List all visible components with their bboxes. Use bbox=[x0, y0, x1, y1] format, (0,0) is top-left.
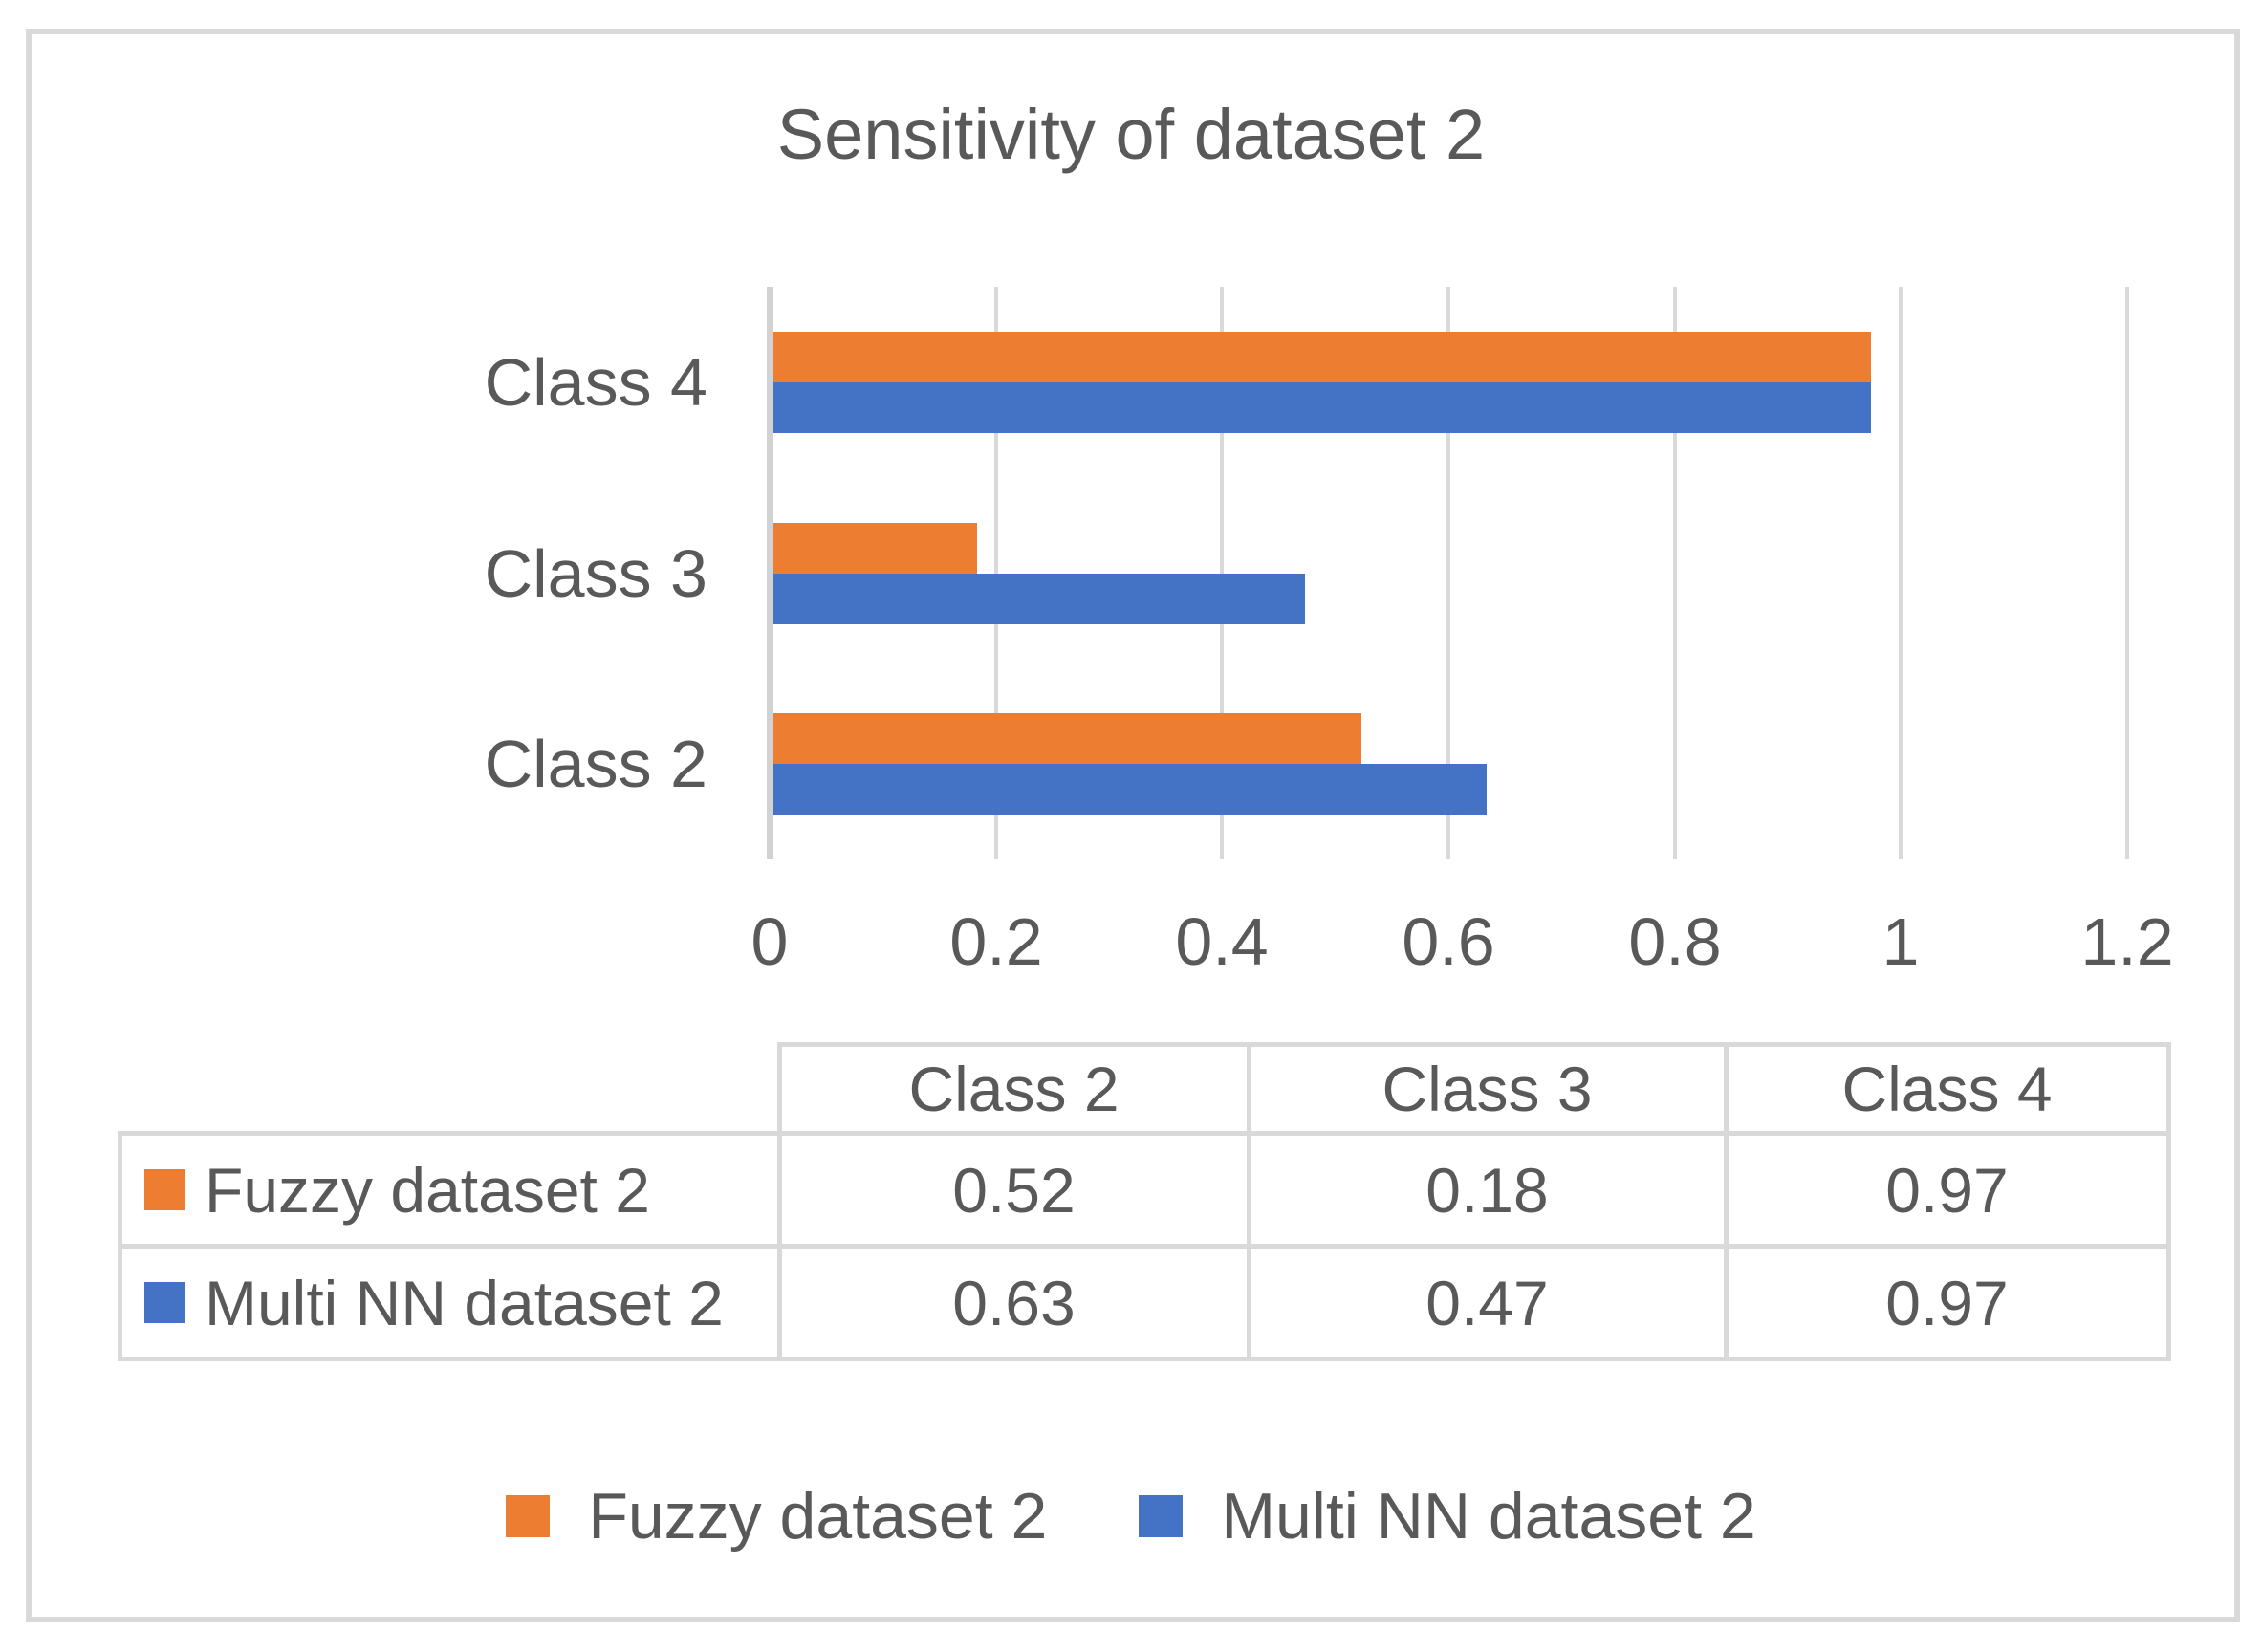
bar-fuzzy-dataset-2-class-2 bbox=[773, 713, 1361, 764]
legend-label-fuzzy-dataset-2: Fuzzy dataset 2 bbox=[588, 1480, 1048, 1553]
table-row-fuzzy-dataset-2: Fuzzy dataset 2 0.52 0.18 0.97 bbox=[118, 1131, 2171, 1249]
series-swatch-multi-nn-dataset-2 bbox=[144, 1282, 185, 1323]
table-value-multi-nn-dataset-2-class-3: 0.47 bbox=[1246, 1244, 1729, 1361]
legend-label-multi-nn-dataset-2: Multi NN dataset 2 bbox=[1221, 1480, 1756, 1553]
table-header-row: Class 2 Class 3 Class 4 bbox=[120, 1042, 2171, 1136]
gridline-0-6 bbox=[1446, 287, 1450, 859]
gridline-0-8 bbox=[1672, 287, 1677, 859]
bar-multi-nn-dataset-2-class-2 bbox=[773, 764, 1487, 815]
table-header-class-4: Class 4 bbox=[1723, 1042, 2171, 1136]
legend-item-multi-nn-dataset-2: Multi NN dataset 2 bbox=[1139, 1474, 1756, 1558]
table-header-class-2: Class 2 bbox=[776, 1042, 1251, 1136]
chart-data-table: Class 2 Class 3 Class 4 Fuzzy dataset 2 0.52… bbox=[118, 1042, 2171, 1361]
x-tick-label-1: 1 bbox=[1881, 904, 1920, 979]
bar-multi-nn-dataset-2-class-3 bbox=[773, 574, 1305, 624]
table-row-multi-nn-dataset-2: Multi NN dataset 2 0.63 0.47 0.97 bbox=[118, 1244, 2171, 1361]
category-label-class-4: Class 4 bbox=[484, 345, 707, 420]
table-header-class-3: Class 3 bbox=[1246, 1042, 1729, 1136]
gridline-1-2 bbox=[2125, 287, 2129, 859]
gridline-0-4 bbox=[1220, 287, 1225, 859]
chart-title: Sensitivity of dataset 2 bbox=[776, 95, 1486, 174]
legend-swatch-multi-nn-dataset-2 bbox=[1139, 1495, 1184, 1537]
table-value-multi-nn-dataset-2-class-2: 0.63 bbox=[776, 1244, 1251, 1361]
table-corner-cell bbox=[120, 1044, 782, 1136]
table-value-fuzzy-dataset-2-class-4: 0.97 bbox=[1723, 1131, 2171, 1249]
plot-area bbox=[767, 287, 2129, 859]
table-value-fuzzy-dataset-2-class-3: 0.18 bbox=[1246, 1131, 1729, 1249]
bar-fuzzy-dataset-2-class-3 bbox=[773, 523, 977, 574]
legend-item-fuzzy-dataset-2: Fuzzy dataset 2 bbox=[506, 1474, 1047, 1558]
table-value-multi-nn-dataset-2-class-4: 0.97 bbox=[1723, 1244, 2171, 1361]
legend-swatch-fuzzy-dataset-2 bbox=[506, 1495, 551, 1537]
x-tick-label-1-2: 1.2 bbox=[2080, 904, 2174, 979]
bar-multi-nn-dataset-2-class-4 bbox=[773, 382, 1871, 433]
x-tick-label-0: 0 bbox=[750, 904, 789, 979]
table-row-label-wrap: Multi NN dataset 2 bbox=[122, 1267, 777, 1339]
bar-fuzzy-dataset-2-class-4 bbox=[773, 332, 1871, 382]
chart-legend: Fuzzy dataset 2 Multi NN dataset 2 bbox=[0, 1474, 2262, 1558]
series-name-text: Multi NN dataset 2 bbox=[205, 1267, 724, 1338]
x-tick-label-0-6: 0.6 bbox=[1402, 904, 1495, 979]
x-tick-label-0-2: 0.2 bbox=[949, 904, 1043, 979]
table-row-label-multi-nn-dataset-2: Multi NN dataset 2 bbox=[118, 1244, 782, 1361]
series-name-text: Fuzzy dataset 2 bbox=[205, 1154, 650, 1226]
gridline-0-2 bbox=[993, 287, 998, 859]
category-label-class-2: Class 2 bbox=[484, 727, 707, 801]
x-tick-label-0-4: 0.4 bbox=[1175, 904, 1269, 979]
series-swatch-fuzzy-dataset-2 bbox=[144, 1169, 185, 1210]
table-value-fuzzy-dataset-2-class-2: 0.52 bbox=[776, 1131, 1251, 1249]
x-tick-label-0-8: 0.8 bbox=[1628, 904, 1722, 979]
category-label-class-3: Class 3 bbox=[484, 536, 707, 611]
table-row-label-wrap: Fuzzy dataset 2 bbox=[122, 1154, 777, 1227]
x-axis-line bbox=[767, 287, 773, 859]
gridline-1 bbox=[1899, 287, 1903, 859]
figure-border bbox=[26, 29, 2240, 1622]
table-row-label-fuzzy-dataset-2: Fuzzy dataset 2 bbox=[118, 1131, 782, 1249]
